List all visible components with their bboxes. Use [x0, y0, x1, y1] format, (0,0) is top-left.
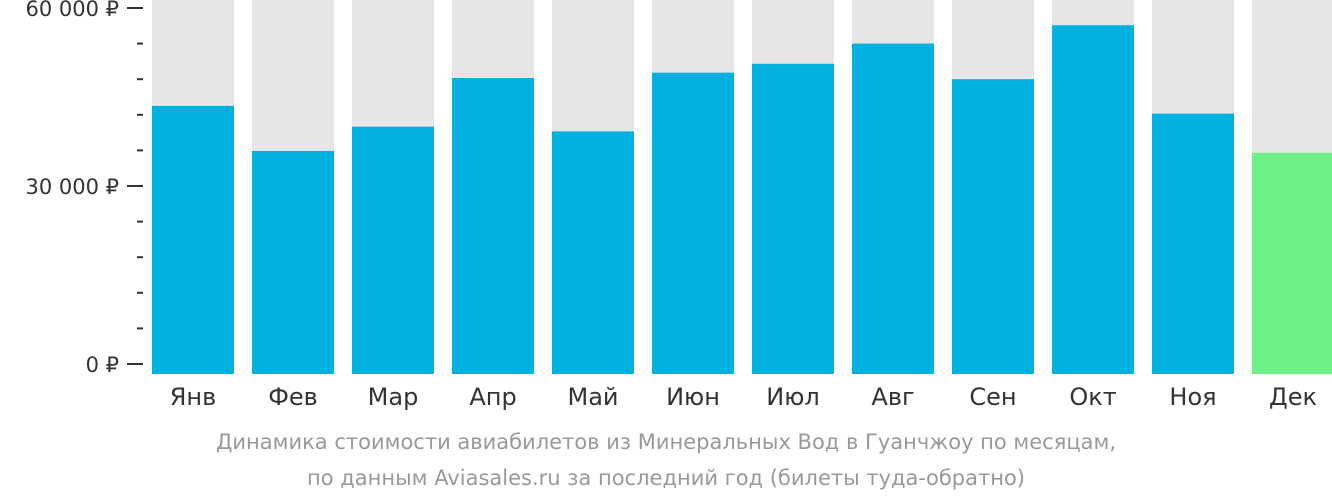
y-tick-label: 60 000 ₽: [25, 0, 119, 21]
chart-caption-line-1: Динамика стоимости авиабилетов из Минера…: [215, 430, 1117, 454]
y-tick-label: 30 000 ₽: [25, 175, 119, 199]
x-tick-label: Мар: [368, 383, 419, 411]
x-tick-label: Ноя: [1169, 383, 1216, 411]
x-tick-label: Сен: [969, 383, 1016, 411]
x-tick-label: Янв: [170, 383, 217, 411]
x-tick-label: Апр: [469, 383, 516, 411]
bar-3: [352, 126, 434, 375]
bar-12: [1252, 152, 1332, 374]
bar-10: [1052, 25, 1134, 375]
bar-8: [852, 43, 934, 374]
bar-4: [452, 78, 534, 374]
price-bar-chart: 0 ₽ 30 000 ₽ 60 000 ₽ Янв Фев Мар Апр Май Июн Июл…: [25, 0, 1332, 411]
x-tick-label: Окт: [1069, 383, 1116, 411]
x-tick-label: Фев: [268, 383, 318, 411]
bar-9: [952, 79, 1034, 374]
x-tick-label: Авг: [871, 383, 914, 411]
chart-caption-line-2: по данным Aviasales.ru за последний год …: [307, 466, 1025, 490]
bar-6: [652, 72, 734, 374]
x-tick-label: Июл: [766, 383, 820, 411]
bar-1: [152, 105, 234, 375]
bar-7: [752, 63, 834, 374]
y-tick-label: 0 ₽: [86, 353, 119, 377]
x-tick-label: Дек: [1269, 383, 1317, 411]
bar-11: [1152, 113, 1234, 374]
bar-5: [552, 131, 634, 374]
x-tick-label: Май: [567, 383, 618, 411]
bar-2: [252, 150, 334, 374]
x-tick-label: Июн: [666, 383, 720, 411]
